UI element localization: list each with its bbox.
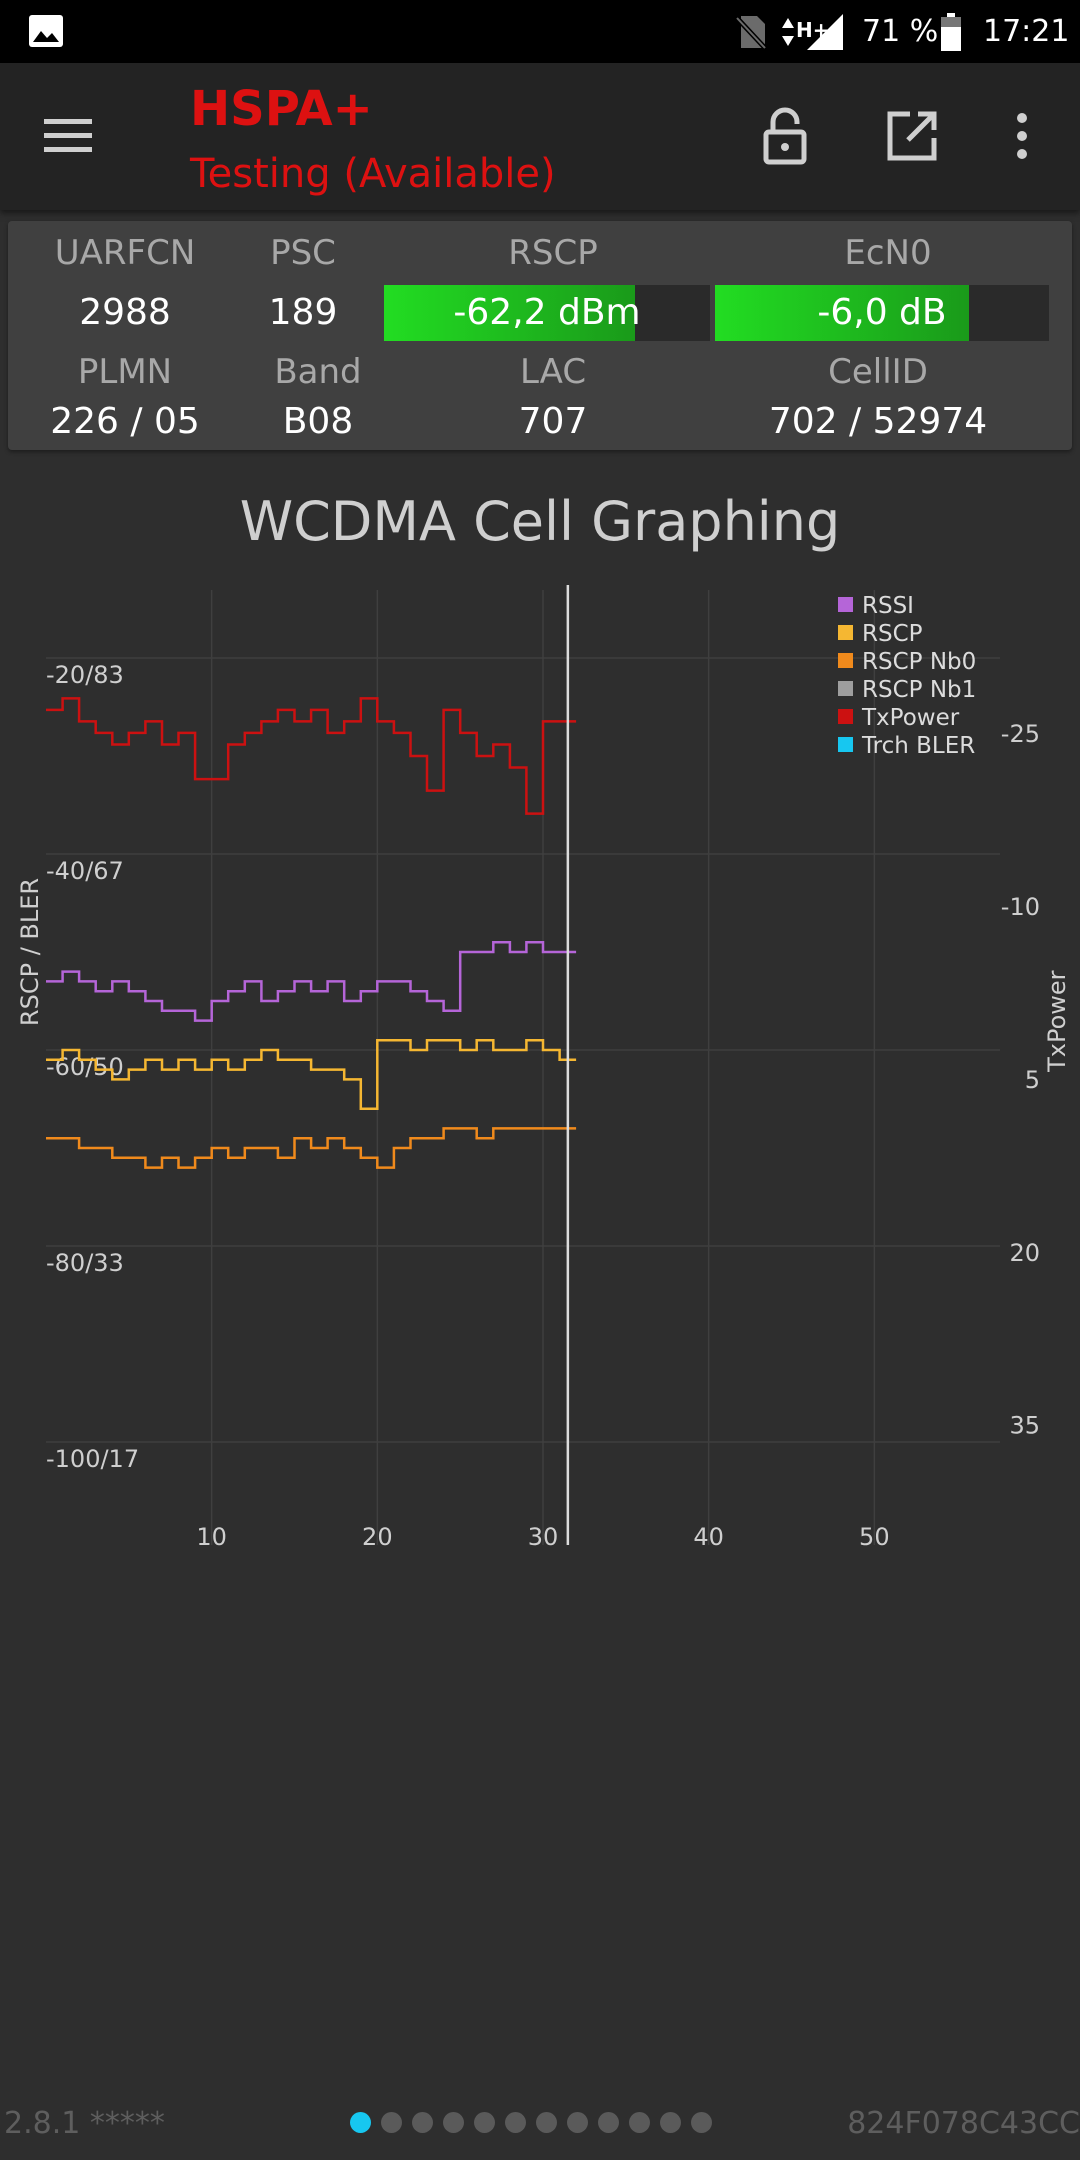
cell-info-panel: UARFCN 2988 PSC 189 RSCP -62,2 dBm EcN0 …: [8, 221, 1072, 450]
page-dot[interactable]: [350, 2112, 371, 2133]
lac-label: LAC: [519, 352, 587, 392]
ecn0-label: EcN0: [844, 233, 932, 273]
psc-value: 189: [268, 292, 338, 333]
page-indicator[interactable]: [350, 2112, 712, 2138]
page-dot[interactable]: [660, 2112, 681, 2133]
y2-tick-label: 5: [1025, 1066, 1040, 1094]
wcdma-cell-chart[interactable]: -20/83 -40/67 -60/50 -80/33 -100/17 -25 -10 5 20…: [0, 560, 1080, 1560]
cellid-value: 702 / 52974: [768, 401, 988, 442]
series-line-rscp-nb0: [46, 1127, 577, 1169]
uarfcn-label: UARFCN: [54, 233, 196, 273]
legend-swatch: [838, 597, 853, 612]
page-dot[interactable]: [629, 2112, 650, 2133]
y2-axis-label: TxPower: [1043, 970, 1071, 1073]
legend-label: TxPower: [861, 705, 960, 731]
legend-swatch: [838, 709, 853, 724]
y-tick-label: -80/33: [46, 1249, 124, 1277]
battery-percent: 71 %: [862, 14, 939, 49]
chart-title: WCDMA Cell Graphing: [239, 490, 841, 553]
app-bar: HSPA+ Testing (Available): [0, 63, 1080, 210]
x-tick-label: 20: [362, 1523, 393, 1551]
legend-swatch: [838, 681, 853, 696]
series-line-rssi: [46, 940, 577, 1022]
page-dot[interactable]: [536, 2112, 557, 2133]
legend-swatch: [838, 625, 853, 640]
signal-strength-icon: [805, 0, 845, 63]
menu-icon[interactable]: [40, 111, 96, 161]
y2-tick-label: 35: [1009, 1412, 1040, 1440]
band-label: Band: [274, 352, 362, 392]
y-axis-label: RSCP / BLER: [16, 878, 44, 1026]
y2-tick-label: -10: [1001, 893, 1040, 921]
lac-value: 707: [518, 401, 588, 442]
y-tick-label: -40/67: [46, 857, 124, 885]
ecn0-bar: -6,0 dB: [715, 285, 1049, 341]
no-sim-icon: [735, 0, 767, 63]
legend-label: RSCP Nb1: [862, 677, 976, 703]
device-id: 824F078C43CC: [847, 2106, 1080, 2141]
legend-label: Trch BLER: [861, 733, 975, 759]
x-tick-label: 40: [693, 1523, 724, 1551]
page-dot[interactable]: [691, 2112, 712, 2133]
legend-swatch: [838, 737, 853, 752]
rscp-bar-fill: [384, 285, 636, 341]
series-line-txpower: [46, 697, 577, 815]
more-vert-icon[interactable]: [1000, 106, 1060, 166]
app-version: 2.8.1 *****: [4, 2106, 165, 2141]
legend-label: RSCP Nb0: [862, 649, 976, 675]
plmn-label: PLMN: [77, 352, 173, 392]
open-external-icon[interactable]: [882, 106, 942, 166]
x-tick-label: 50: [859, 1523, 890, 1551]
y2-tick-label: 20: [1009, 1239, 1040, 1267]
legend-label: RSSI: [862, 593, 914, 619]
x-tick-label: 30: [528, 1523, 559, 1551]
lock-open-icon[interactable]: [755, 106, 815, 166]
plmn-value: 226 / 05: [50, 401, 200, 442]
page-dot[interactable]: [412, 2112, 433, 2133]
uarfcn-value: 2988: [79, 292, 171, 333]
ecn0-bar-fill: [715, 285, 969, 341]
x-tick-label: 10: [196, 1523, 227, 1551]
page-dot[interactable]: [381, 2112, 402, 2133]
page-dot[interactable]: [443, 2112, 464, 2133]
battery-icon: [940, 0, 962, 63]
network-title: HSPA+: [190, 81, 373, 137]
status-bar: H+ 71 % 17:21: [0, 0, 1080, 63]
page-dot[interactable]: [474, 2112, 495, 2133]
legend-swatch: [838, 653, 853, 668]
ecn0-value: -6,0 dB: [817, 292, 947, 333]
y2-tick-label: -25: [1001, 720, 1040, 748]
network-status: Testing (Available): [190, 151, 556, 197]
rscp-label: RSCP: [508, 233, 598, 273]
page-dot[interactable]: [505, 2112, 526, 2133]
y-tick-label: -60/50: [46, 1053, 124, 1081]
y-tick-label: -100/17: [46, 1445, 139, 1473]
cellid-label: CellID: [828, 352, 928, 392]
image-notification-icon: [29, 15, 63, 47]
data-activity-icon: [780, 0, 796, 63]
page-dot[interactable]: [598, 2112, 619, 2133]
y-tick-label: -20/83: [46, 661, 124, 689]
psc-label: PSC: [270, 233, 336, 273]
page-dot[interactable]: [567, 2112, 588, 2133]
series-line-rscp: [46, 1038, 577, 1111]
band-value: B08: [282, 401, 354, 442]
rscp-value: -62,2 dBm: [453, 292, 641, 333]
clock: 17:21: [983, 14, 1070, 49]
legend-label: RSCP: [862, 621, 923, 647]
rscp-bar: -62,2 dBm: [384, 285, 710, 341]
